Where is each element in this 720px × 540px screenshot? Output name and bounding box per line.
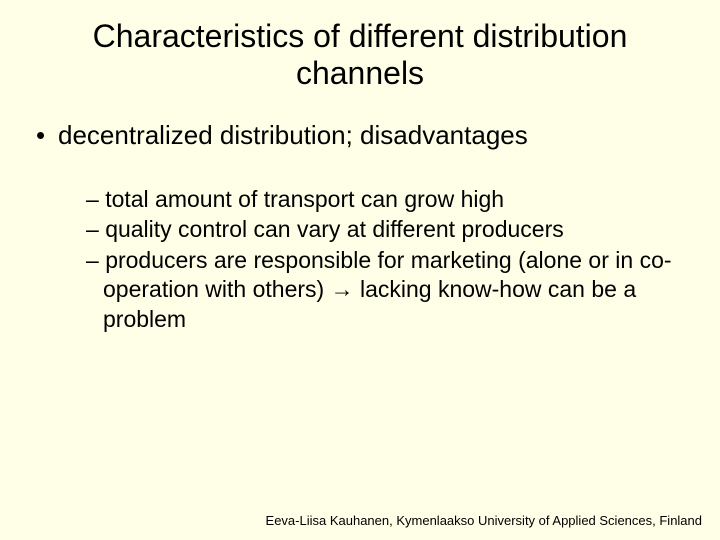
bullet-level2-text: producers are responsible for marketing … bbox=[103, 247, 672, 332]
bullet-level1-text: decentralized distribution; disadvantage… bbox=[58, 120, 528, 150]
bullet-level2: – producers are responsible for marketin… bbox=[86, 246, 676, 334]
dash-icon: – bbox=[86, 186, 105, 212]
slide-title: Characteristics of different distributio… bbox=[80, 18, 640, 92]
slide: Characteristics of different distributio… bbox=[0, 0, 720, 540]
dash-icon: – bbox=[86, 216, 105, 242]
bullet-level2-text: total amount of transport can grow high bbox=[105, 186, 504, 212]
bullet-level2: – total amount of transport can grow hig… bbox=[86, 185, 676, 214]
bullet-level1: •decentralized distribution; disadvantag… bbox=[36, 120, 690, 151]
bullet-dot-icon: • bbox=[36, 120, 58, 151]
bullet-level2-text: quality control can vary at different pr… bbox=[105, 216, 564, 242]
bullet-level2: – quality control can vary at different … bbox=[86, 215, 676, 244]
dash-icon: – bbox=[86, 247, 105, 273]
sub-bullet-list: – total amount of transport can grow hig… bbox=[86, 185, 676, 334]
footer-attribution: Eeva-Liisa Kauhanen, Kymenlaakso Univers… bbox=[266, 513, 702, 528]
